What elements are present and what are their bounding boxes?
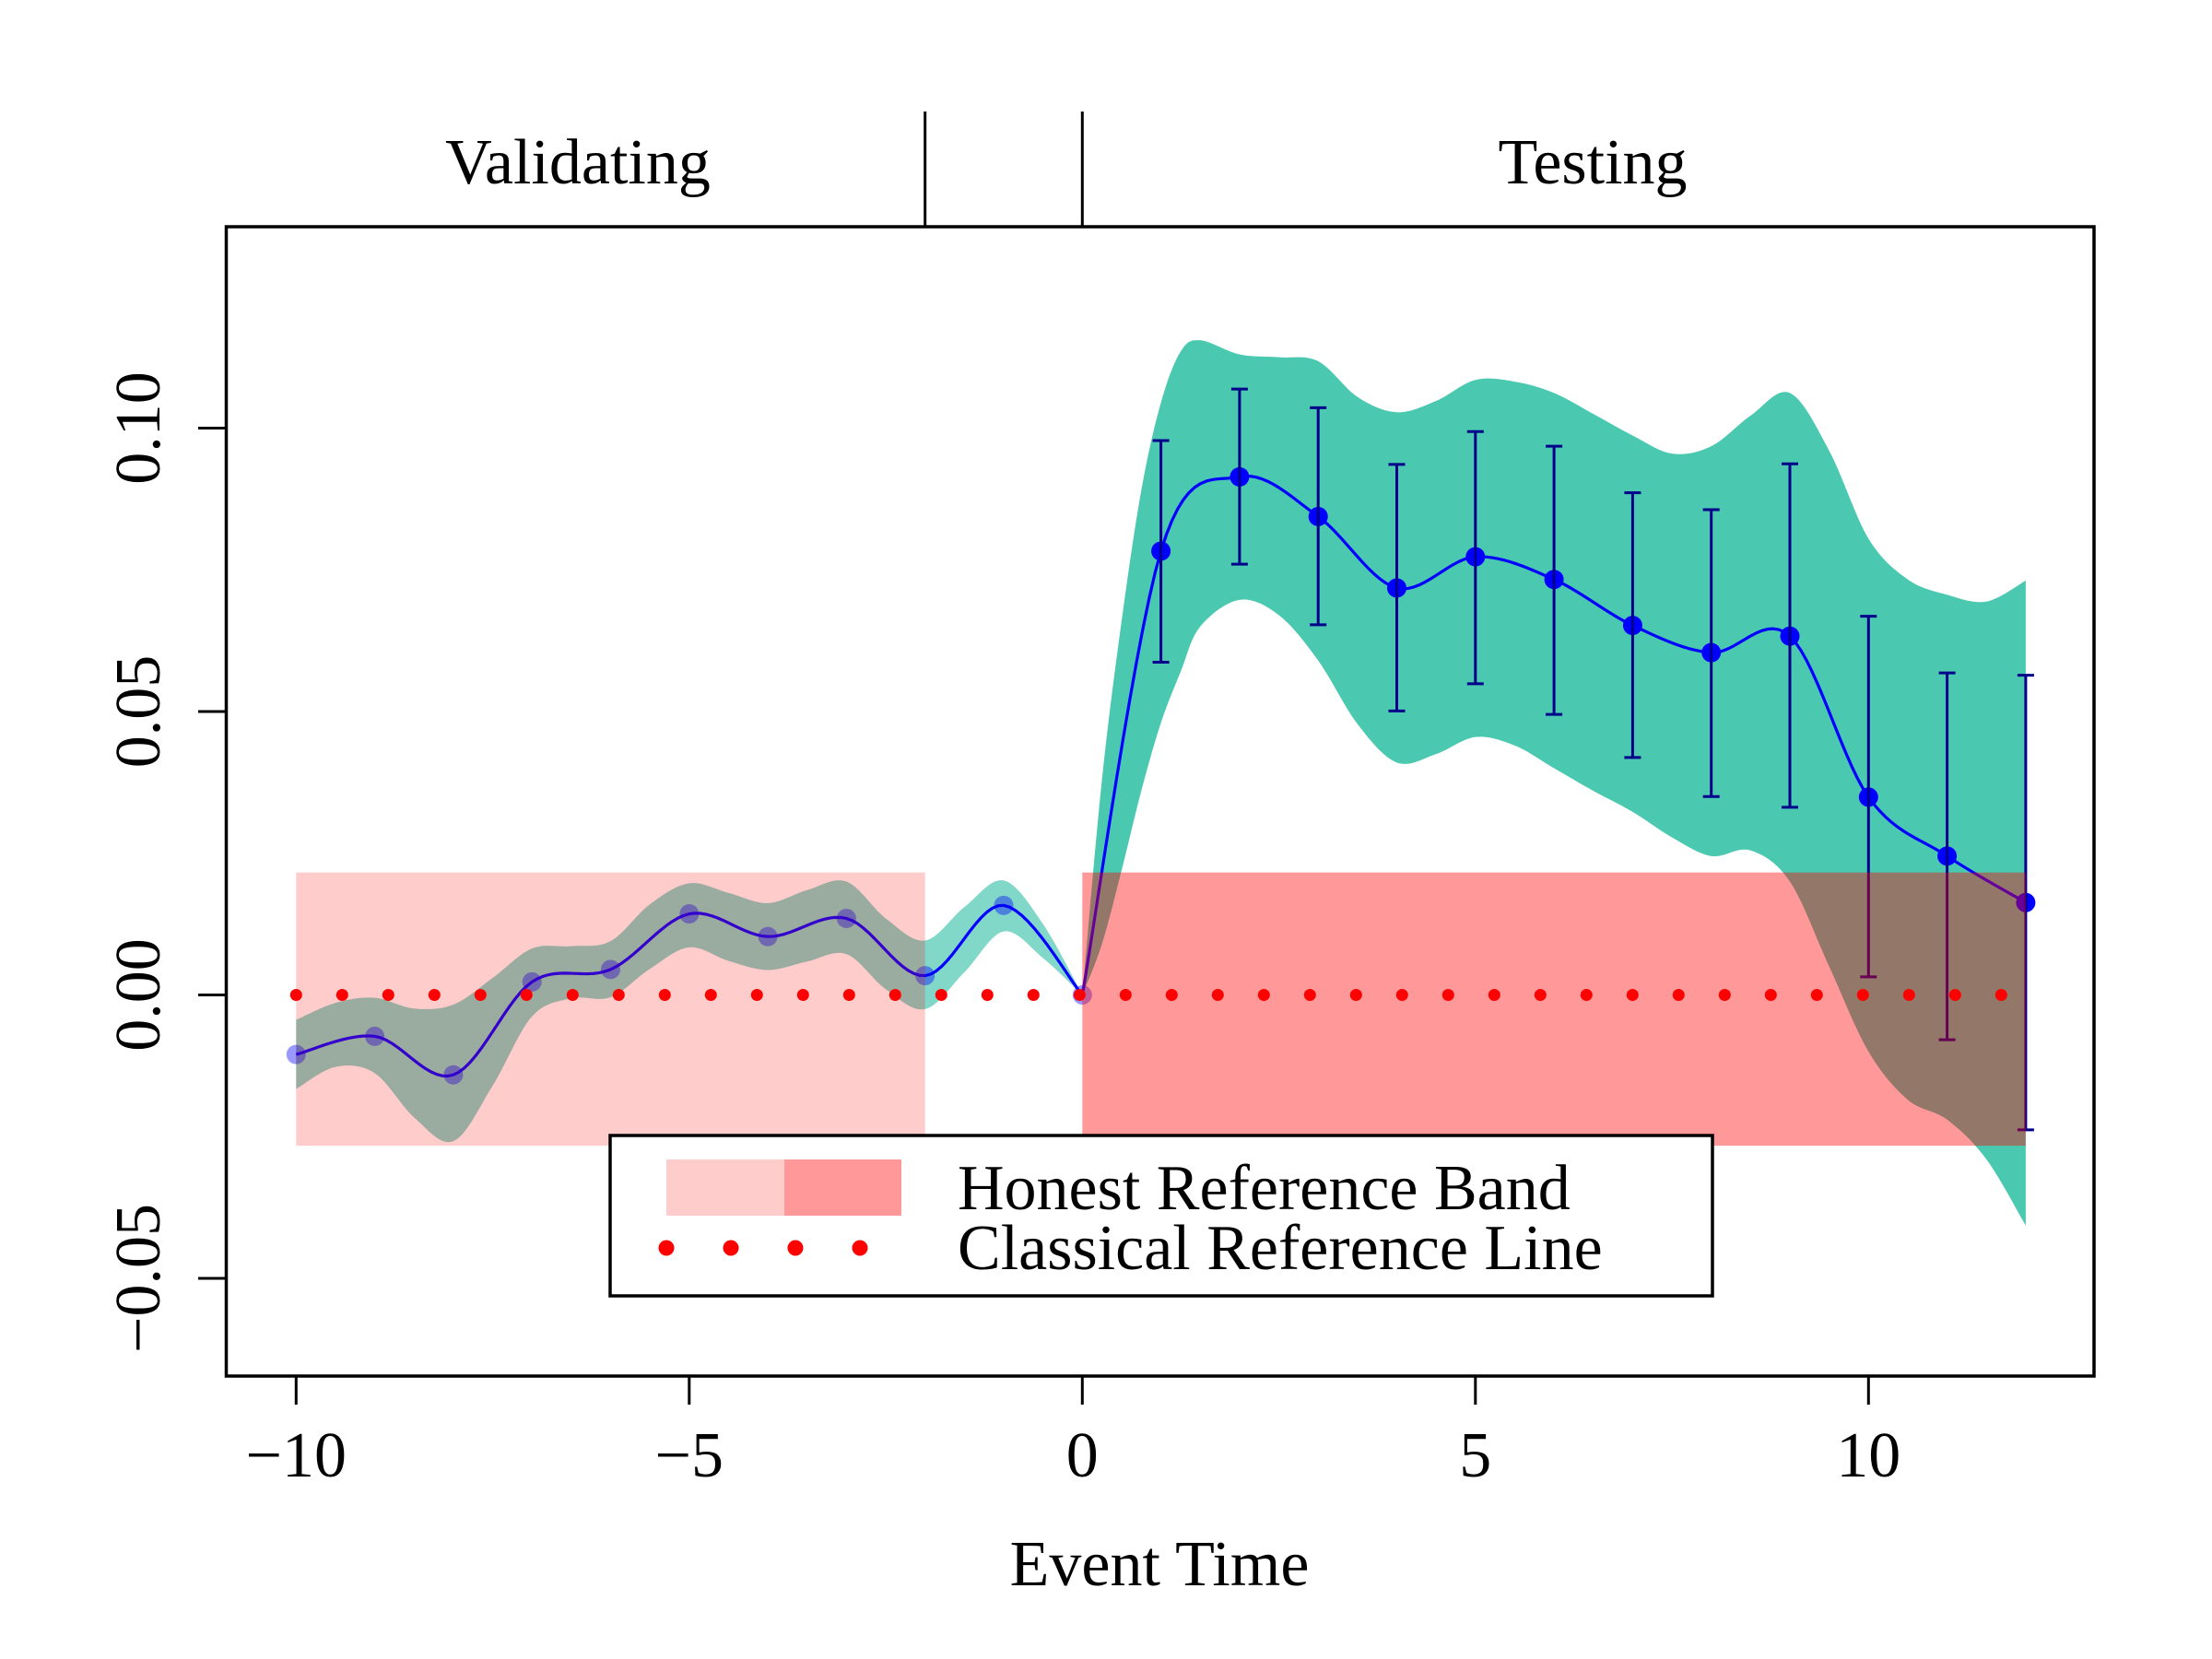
classical-line-dot xyxy=(704,989,717,1001)
classical-line-dot xyxy=(1580,989,1593,1001)
classical-line-dot xyxy=(520,989,533,1001)
classical-line-dot xyxy=(1165,989,1178,1001)
x-tick-label: 5 xyxy=(1459,1420,1491,1491)
legend-label-classical-line: Classical Reference Line xyxy=(958,1213,1603,1284)
confidence-band-pre xyxy=(296,879,1083,1143)
honest-band-testing xyxy=(1082,872,2026,1147)
error-bar xyxy=(1466,429,1484,686)
estimate-point xyxy=(758,926,778,947)
error-bar xyxy=(1152,439,1170,664)
classical-line-dot xyxy=(612,989,625,1001)
estimate-point xyxy=(443,1065,464,1085)
x-axis-title: Event Time xyxy=(1010,1529,1310,1600)
classical-line-dot xyxy=(1902,989,1915,1001)
y-tick-label: −0.05 xyxy=(103,1204,174,1353)
section-label-testing: Testing xyxy=(1498,127,1687,198)
error-bar xyxy=(1938,671,1956,1041)
x-tick-label: −10 xyxy=(246,1420,347,1491)
legend-dot xyxy=(787,1240,804,1256)
classical-line-dot xyxy=(335,989,348,1001)
legend: Honest Reference Band Classical Referenc… xyxy=(608,1134,1714,1298)
classical-line-dot xyxy=(1211,989,1224,1001)
x-tick-label: 10 xyxy=(1836,1420,1900,1491)
classical-line-dot xyxy=(474,989,487,1001)
estimate-point xyxy=(365,1026,385,1046)
error-bar xyxy=(1310,406,1327,627)
classical-line-dot xyxy=(888,989,901,1001)
classical-line-dot xyxy=(1303,989,1316,1001)
honest-band-validating xyxy=(296,872,925,1147)
classical-line-dot xyxy=(289,989,302,1001)
classical-line-dot xyxy=(1488,989,1500,1001)
classical-line-dot xyxy=(1810,989,1823,1001)
classical-line-dot xyxy=(935,989,947,1001)
error-bar xyxy=(2017,674,2034,1132)
x-tick-label: −5 xyxy=(655,1420,724,1491)
classical-line-dot xyxy=(1718,989,1731,1001)
classical-line-dot xyxy=(382,989,394,1001)
classical-line-dot xyxy=(750,989,763,1001)
classical-line-dot xyxy=(1349,989,1362,1001)
error-bar xyxy=(1230,387,1248,566)
classical-line-dot xyxy=(1626,989,1639,1001)
legend-swatch-classical-line xyxy=(658,1240,868,1256)
plot-frame xyxy=(224,225,2096,1378)
estimate-point xyxy=(915,966,935,986)
estimate-point xyxy=(286,1044,306,1065)
legend-swatch-honest-band-testing xyxy=(784,1159,901,1216)
honest-reference-band-layer xyxy=(296,872,2026,1147)
classical-line-dot xyxy=(1119,989,1132,1001)
classical-line-dot xyxy=(1257,989,1270,1001)
classical-line-dot xyxy=(981,989,994,1001)
legend-dot xyxy=(723,1240,739,1256)
section-label-validating: Validating xyxy=(445,127,711,198)
classical-line-dot xyxy=(1948,989,1961,1001)
error-bar xyxy=(1860,615,1877,979)
classical-line-dot xyxy=(1073,989,1086,1001)
classical-line-dot xyxy=(566,989,579,1001)
y-tick-label: 0.10 xyxy=(103,371,174,485)
error-bar xyxy=(1546,444,1563,716)
error-bar xyxy=(1624,491,1641,759)
estimate-point xyxy=(994,895,1014,915)
classical-line-dot xyxy=(1534,989,1547,1001)
y-tick-label: 0.00 xyxy=(103,938,174,1052)
x-axis: −10 −5 0 5 10 xyxy=(246,1376,1900,1491)
classical-reference-line-layer xyxy=(289,989,2007,1001)
classical-line-dot xyxy=(1672,989,1685,1001)
classical-line-dot xyxy=(1441,989,1454,1001)
classical-line-dot xyxy=(1395,989,1408,1001)
estimate-point xyxy=(679,904,700,924)
classical-line-dot xyxy=(1994,989,2007,1001)
legend-dot xyxy=(658,1240,675,1256)
estimate-line-pre xyxy=(295,903,1084,1078)
legend-label-honest-band: Honest Reference Band xyxy=(958,1153,1571,1224)
classical-line-dot xyxy=(658,989,671,1001)
error-bar xyxy=(1782,462,1798,809)
classical-line-dot xyxy=(1856,989,1869,1001)
classical-line-dot xyxy=(842,989,855,1001)
y-tick-label: 0.05 xyxy=(103,655,174,769)
error-bar xyxy=(1702,508,1720,798)
classical-line-dot xyxy=(796,989,809,1001)
legend-box xyxy=(608,1134,1714,1298)
x-tick-label: 0 xyxy=(1066,1420,1099,1491)
estimate-point xyxy=(601,959,620,980)
y-axis: 0.10 0.05 0.00 −0.05 xyxy=(103,371,227,1353)
classical-line-dot xyxy=(1027,989,1040,1001)
classical-line-dot xyxy=(428,989,441,1001)
error-bar-layer xyxy=(1152,387,2034,1132)
estimate-point-layer xyxy=(286,466,2036,1085)
estimate-point xyxy=(522,971,542,992)
legend-dot xyxy=(852,1240,868,1256)
estimate-point xyxy=(836,908,856,928)
period-divider-layer xyxy=(924,112,1084,227)
classical-line-dot xyxy=(1764,989,1777,1001)
error-bar xyxy=(1388,463,1406,712)
legend-swatch-honest-band-validating xyxy=(666,1159,784,1216)
